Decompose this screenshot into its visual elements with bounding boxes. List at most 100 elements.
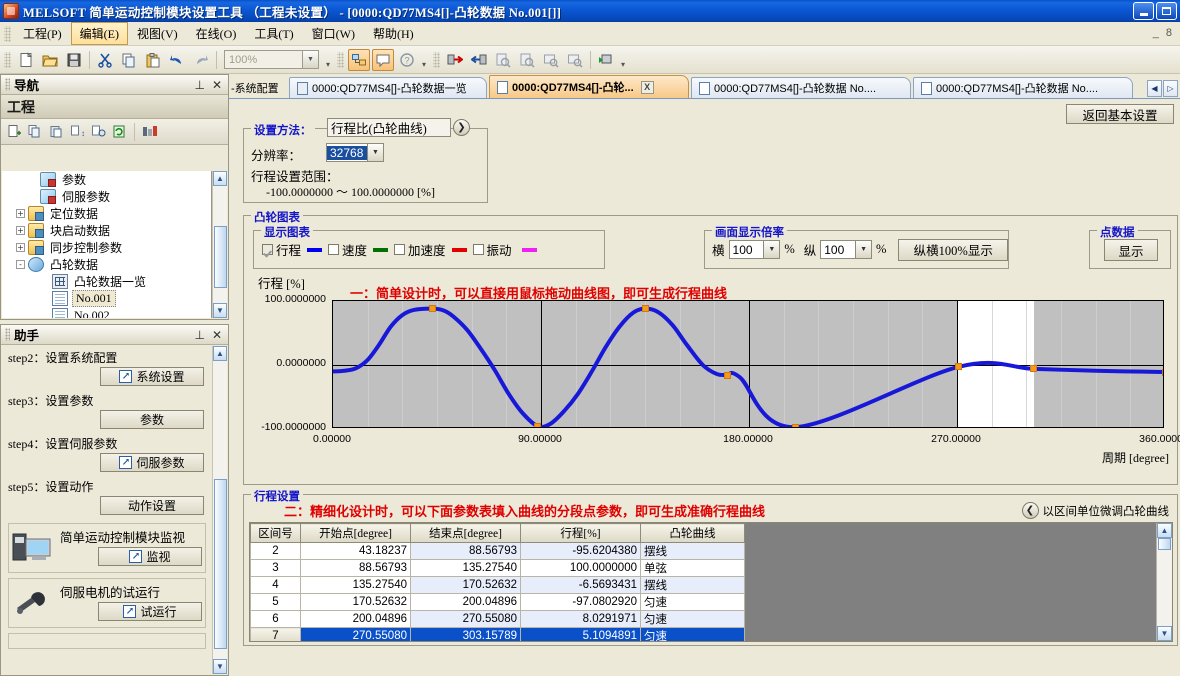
table-row[interactable]: 3 88.56793 135.27540 100.0000000 单弦 <box>250 559 745 577</box>
menu-item-view[interactable]: 视图(V) <box>137 27 178 41</box>
menu-grip[interactable] <box>4 25 11 42</box>
chart-point-marker[interactable] <box>534 422 542 427</box>
cell-end-point[interactable]: 303.15789 <box>410 627 521 641</box>
tree-item[interactable]: + 同步控制参数 <box>2 239 211 256</box>
setting-method-next-button[interactable]: ❯ <box>453 119 470 136</box>
assistant-step-button[interactable]: ↗ 伺服参数 <box>100 453 204 472</box>
cell-start-point[interactable]: 170.52632 <box>300 593 411 611</box>
cell-stroke[interactable]: -95.6204380 <box>520 542 641 560</box>
sort-data-icon[interactable]: ↕ <box>68 122 87 141</box>
cell-end-point[interactable]: 270.55080 <box>410 610 521 628</box>
tab-system-config-edge[interactable]: -系统配置 <box>231 82 279 95</box>
tree-item[interactable]: 凸轮数据一览 <box>2 273 211 290</box>
scroll-up-icon[interactable]: ▲ <box>213 346 227 361</box>
document-tab[interactable]: 0000:QD77MS4[]-凸轮... X <box>489 75 689 98</box>
tree-item[interactable]: No.001 <box>2 290 211 307</box>
checkbox-box[interactable] <box>328 244 340 255</box>
menu-item-window[interactable]: 窗口(W) <box>311 27 355 41</box>
checkbox-box[interactable] <box>262 244 273 255</box>
refresh-icon[interactable] <box>110 122 129 141</box>
tab-scroll-left-icon[interactable]: ◀ <box>1147 80 1162 97</box>
cell-interval-no[interactable]: 3 <box>250 559 301 577</box>
table-column-header[interactable]: 开始点[degree] <box>300 523 411 543</box>
chevron-down-icon[interactable]: ▼ <box>367 144 383 161</box>
mdi-window-controls[interactable]: _ 8 <box>1152 27 1174 39</box>
table-row[interactable]: 4 135.27540 170.52632 -6.5693431 摆线 <box>250 576 745 594</box>
cell-stroke[interactable]: -97.0802920 <box>520 593 641 611</box>
chart-plot-area[interactable] <box>332 300 1164 428</box>
tree-item[interactable]: 参数 <box>2 171 211 188</box>
scroll-up-icon[interactable]: ▲ <box>213 171 227 186</box>
document-tab[interactable]: 0000:QD77MS4[]-凸轮数据 No.... <box>913 77 1133 98</box>
write-to-module-icon[interactable] <box>444 49 466 71</box>
chart-point-marker[interactable] <box>791 423 799 427</box>
point-data-show-button[interactable]: 显示 <box>1104 239 1158 261</box>
series-checkbox[interactable]: 加速度 <box>394 240 446 259</box>
new-data-icon[interactable] <box>5 122 24 141</box>
toolbar-overflow-2[interactable]: ▾ <box>421 59 426 69</box>
copy-icon[interactable] <box>118 49 140 71</box>
chevron-down-icon[interactable]: ▼ <box>763 241 780 258</box>
module-config-icon[interactable] <box>140 122 159 141</box>
tab-scroll-right-icon[interactable]: ▷ <box>1163 80 1178 97</box>
menu-item-tools[interactable]: 工具(T) <box>254 27 294 41</box>
scroll-down-icon[interactable]: ▼ <box>1157 626 1172 641</box>
table-column-header[interactable]: 结束点[degree] <box>410 523 521 543</box>
assistant-window-icon[interactable] <box>372 48 394 71</box>
tree-item[interactable]: - 凸轮数据 <box>2 256 211 273</box>
chart-point-marker[interactable] <box>429 305 437 313</box>
paste-data-icon[interactable] <box>47 122 66 141</box>
data-property-icon[interactable] <box>89 122 108 141</box>
scroll-thumb[interactable] <box>213 226 227 288</box>
assistant-card-button[interactable]: ↗ 监视 <box>98 547 202 566</box>
module-diagnostics-icon[interactable] <box>564 49 586 71</box>
chart-point-marker[interactable] <box>1161 368 1163 376</box>
cell-start-point[interactable]: 88.56793 <box>300 559 411 577</box>
scroll-thumb[interactable] <box>213 479 227 649</box>
setting-method-value[interactable]: 行程比(凸轮曲线) <box>327 118 451 137</box>
cell-interval-no[interactable]: 4 <box>250 576 301 594</box>
tree-item[interactable]: 伺服参数 <box>2 188 211 205</box>
monitor-off-icon[interactable] <box>540 49 562 71</box>
v-zoom-combobox[interactable]: 100 ▼ <box>820 240 873 259</box>
menu-item-edit[interactable]: 编辑(E) <box>70 22 128 45</box>
series-checkbox[interactable]: 行程 <box>262 240 301 259</box>
cell-end-point[interactable]: 170.52632 <box>410 576 521 594</box>
toolbar-grip-2[interactable] <box>337 51 344 68</box>
fine-tune-control[interactable]: ❮ 以区间单位微调凸轮曲线 <box>1021 502 1169 519</box>
table-row[interactable]: 7 270.55080 303.15789 5.1094891 匀速 <box>250 627 745 641</box>
chart-point-marker[interactable] <box>1030 365 1038 373</box>
expand-icon[interactable]: + <box>16 243 25 252</box>
assistant-card-button[interactable]: ↗ 试运行 <box>98 602 202 621</box>
navigation-window-icon[interactable] <box>348 48 370 71</box>
assistant-scrollbar[interactable]: ▲ ▼ <box>212 346 227 674</box>
series-checkbox[interactable]: 速度 <box>328 240 367 259</box>
chevron-down-icon[interactable]: ▼ <box>302 51 318 68</box>
resolution-combobox[interactable]: 32768 ▼ <box>326 143 384 162</box>
toolbar-grip-3[interactable] <box>433 51 440 68</box>
cell-end-point[interactable]: 135.27540 <box>410 559 521 577</box>
pin-icon[interactable]: ⊥ <box>194 77 205 92</box>
redo-icon[interactable] <box>190 49 212 71</box>
cut-icon[interactable] <box>94 49 116 71</box>
stroke-table[interactable]: 区间号 开始点[degree] 结束点[degree] 行程[%] 凸轮曲线 2 43.18… <box>250 523 745 641</box>
navigation-scrollbar[interactable]: ▲ ▼ <box>212 171 227 318</box>
checkbox-box[interactable] <box>394 244 406 255</box>
monitor-on-icon[interactable] <box>516 49 538 71</box>
cell-end-point[interactable]: 200.04896 <box>410 593 521 611</box>
cell-interval-no[interactable]: 2 <box>250 542 301 560</box>
read-from-module-icon[interactable] <box>468 49 490 71</box>
close-icon[interactable]: ✕ <box>211 327 222 342</box>
cell-start-point[interactable]: 43.18237 <box>300 542 411 560</box>
table-column-header[interactable]: 凸轮曲线 <box>640 523 745 543</box>
tree-item[interactable]: + 定位数据 <box>2 205 211 222</box>
expand-icon[interactable]: + <box>16 226 25 235</box>
copy-data-icon[interactable] <box>26 122 45 141</box>
scroll-thumb[interactable] <box>1158 538 1171 550</box>
verify-icon[interactable] <box>492 49 514 71</box>
fine-tune-prev-icon[interactable]: ❮ <box>1021 502 1039 519</box>
menu-item-online[interactable]: 在线(O) <box>195 27 237 41</box>
menu-item-help[interactable]: 帮助(H) <box>373 27 414 41</box>
save-icon[interactable] <box>63 49 85 71</box>
return-basic-settings-button[interactable]: 返回基本设置 <box>1066 104 1174 124</box>
